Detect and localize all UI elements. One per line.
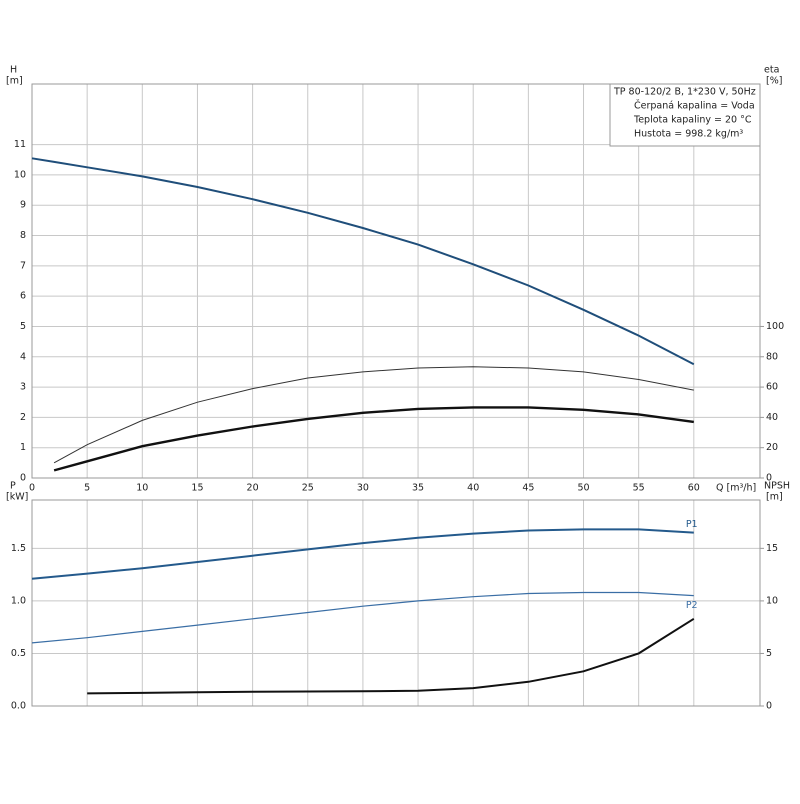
plot-frame [31, 499, 761, 707]
y-tick-label: 5 [20, 321, 26, 332]
series-label: P2 [686, 600, 698, 611]
y-tick-label: 2 [20, 412, 26, 423]
info-line: Čerpaná kapalina = Voda [634, 100, 755, 112]
x-tick-label: 0 [29, 483, 35, 494]
x-tick-label: 30 [357, 483, 369, 494]
y2-tick-label: 10 [766, 595, 778, 606]
y-tick-label: 0.0 [11, 701, 26, 712]
x-tick-label: 55 [633, 483, 645, 494]
x-tick-label: 15 [191, 483, 203, 494]
x-tick-label: 35 [412, 483, 424, 494]
series-line [31, 157, 695, 366]
x-tick-label: 5 [84, 483, 90, 494]
y2-tick-label: 100 [766, 321, 784, 332]
y2-tick-label: 80 [766, 351, 778, 362]
x-axis-label: Q [m³/h] [716, 483, 756, 494]
y2-axis-unit: [%] [766, 76, 782, 87]
y-axis-label: H [10, 65, 17, 76]
series-label: P1 [686, 519, 698, 530]
y-tick-label: 1 [20, 442, 26, 453]
x-tick-label: 10 [136, 483, 148, 494]
y-axis-unit: [m] [6, 76, 23, 87]
y2-tick-label: 0 [766, 701, 772, 712]
y2-tick-label: 20 [766, 442, 778, 453]
x-tick-label: 45 [522, 483, 534, 494]
y2-axis-label: NPSH [764, 481, 790, 492]
info-line: Teplota kapaliny = 20 °C [633, 115, 752, 126]
y-tick-label: 0 [20, 473, 26, 484]
y2-axis-unit: [m] [766, 492, 783, 503]
y2-axis-label: eta [764, 65, 779, 76]
y2-tick-label: 0 [766, 473, 772, 484]
y-tick-label: 11 [14, 139, 26, 150]
y-tick-label: 3 [20, 382, 26, 393]
y-tick-label: 1.5 [11, 543, 26, 554]
y-tick-label: 0.5 [11, 648, 26, 659]
x-tick-label: 20 [247, 483, 259, 494]
info-box [609, 83, 761, 147]
series-line [53, 366, 694, 464]
series-line [31, 591, 694, 644]
series-line [87, 617, 695, 695]
y2-tick-label: 15 [766, 543, 778, 554]
info-line: TP 80-120/2 B, 1*230 V, 50Hz [613, 87, 756, 98]
x-tick-label: 60 [688, 483, 700, 494]
info-line: Hustota = 998.2 kg/m³ [634, 129, 743, 140]
y-axis-unit: [kW] [6, 492, 28, 503]
y-tick-label: 7 [20, 260, 26, 271]
x-tick-label: 25 [302, 483, 314, 494]
x-tick-label: 50 [577, 483, 589, 494]
y-tick-label: 6 [20, 291, 26, 302]
y2-tick-label: 40 [766, 412, 778, 423]
series-line [31, 528, 694, 580]
y-tick-label: 10 [14, 169, 26, 180]
series-line [53, 406, 694, 472]
y-tick-label: 8 [20, 230, 26, 241]
y-axis-label: P [10, 481, 16, 492]
y2-tick-label: 60 [766, 382, 778, 393]
y-tick-label: 1.0 [11, 595, 26, 606]
y-tick-label: 9 [20, 200, 26, 211]
plot-frame [31, 83, 761, 479]
y2-tick-label: 5 [766, 648, 772, 659]
x-tick-label: 40 [467, 483, 479, 494]
y-tick-label: 4 [20, 351, 26, 362]
